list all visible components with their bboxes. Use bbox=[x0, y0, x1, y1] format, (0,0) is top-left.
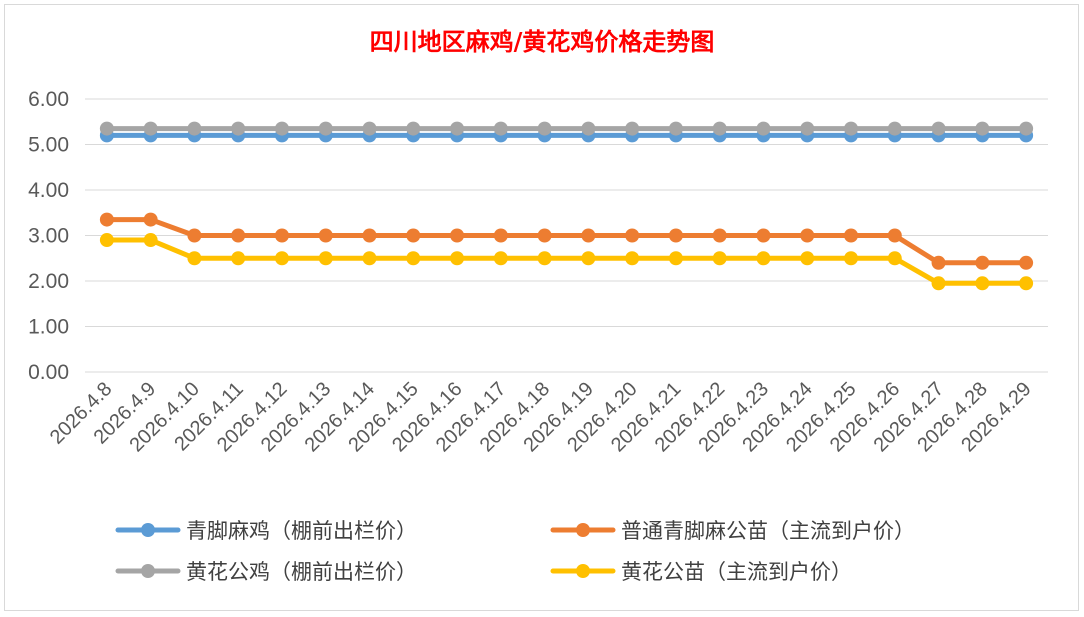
data-point bbox=[362, 121, 377, 136]
legend-swatch-marker bbox=[576, 523, 590, 537]
data-point bbox=[274, 228, 289, 243]
data-point bbox=[493, 228, 508, 243]
series-line bbox=[104, 237, 1029, 286]
data-point bbox=[844, 121, 859, 136]
legend-swatch-marker bbox=[141, 564, 155, 578]
data-point bbox=[887, 251, 902, 266]
series-2 bbox=[99, 121, 1034, 136]
legend-entry: 青脚麻鸡（棚前出栏价） bbox=[115, 519, 417, 543]
data-point bbox=[1019, 121, 1034, 136]
data-point bbox=[581, 251, 596, 266]
data-point bbox=[143, 212, 158, 227]
data-point bbox=[800, 251, 815, 266]
data-point bbox=[975, 255, 990, 270]
data-point bbox=[99, 212, 114, 227]
x-axis-ticks: 2026.4.82026.4.92026.4.102026.4.112026.4… bbox=[46, 378, 1036, 456]
data-point bbox=[537, 121, 552, 136]
data-point bbox=[99, 121, 114, 136]
data-point bbox=[231, 228, 246, 243]
data-point bbox=[975, 121, 990, 136]
data-point bbox=[844, 228, 859, 243]
data-point bbox=[450, 121, 465, 136]
data-point bbox=[406, 121, 421, 136]
series-lines bbox=[99, 121, 1034, 291]
legend-swatch-marker bbox=[576, 564, 590, 578]
data-point bbox=[231, 251, 246, 266]
data-point bbox=[756, 121, 771, 136]
data-point bbox=[143, 233, 158, 248]
data-point bbox=[712, 121, 727, 136]
data-point bbox=[537, 251, 552, 266]
legend-label: 普通青脚麻公苗（主流到户价） bbox=[621, 519, 915, 543]
series-1 bbox=[99, 212, 1034, 270]
data-point bbox=[318, 251, 333, 266]
y-tick-label: 5.00 bbox=[28, 134, 69, 157]
data-point bbox=[931, 276, 946, 291]
data-point bbox=[625, 121, 640, 136]
data-point bbox=[1019, 255, 1034, 270]
series-line bbox=[104, 217, 1029, 266]
data-point bbox=[1019, 276, 1034, 291]
legend-entry: 黄花公苗（主流到户价） bbox=[550, 560, 852, 584]
data-point bbox=[99, 233, 114, 248]
data-point bbox=[493, 251, 508, 266]
data-point bbox=[668, 121, 683, 136]
chart-title: 四川地区麻鸡/黄花鸡价格走势图 bbox=[370, 27, 715, 56]
data-point bbox=[187, 228, 202, 243]
data-point bbox=[231, 121, 246, 136]
data-point bbox=[800, 228, 815, 243]
legend-label: 黄花公鸡（棚前出栏价） bbox=[186, 560, 417, 584]
y-tick-label: 1.00 bbox=[28, 316, 69, 339]
data-point bbox=[581, 121, 596, 136]
legend-label: 黄花公苗（主流到户价） bbox=[621, 560, 852, 584]
data-point bbox=[406, 251, 421, 266]
data-point bbox=[931, 121, 946, 136]
data-point bbox=[581, 228, 596, 243]
data-point bbox=[756, 228, 771, 243]
y-axis-ticks: 0.00 1.00 2.00 3.00 4.00 5.00 6.00 bbox=[28, 88, 69, 384]
legend-label: 青脚麻鸡（棚前出栏价） bbox=[186, 519, 417, 543]
data-point bbox=[537, 228, 552, 243]
data-point bbox=[318, 121, 333, 136]
data-point bbox=[362, 228, 377, 243]
gridlines bbox=[85, 98, 1048, 373]
data-point bbox=[887, 228, 902, 243]
data-point bbox=[931, 255, 946, 270]
legend-swatch-marker bbox=[141, 523, 155, 537]
data-point bbox=[493, 121, 508, 136]
data-point bbox=[274, 251, 289, 266]
data-point bbox=[668, 228, 683, 243]
data-point bbox=[274, 121, 289, 136]
data-point bbox=[406, 228, 421, 243]
data-point bbox=[450, 228, 465, 243]
data-point bbox=[800, 121, 815, 136]
data-point bbox=[712, 228, 727, 243]
legend: 青脚麻鸡（棚前出栏价） 普通青脚麻公苗（主流到户价） 黄花公鸡（棚前出栏价） 黄花公苗… bbox=[115, 519, 915, 584]
y-tick-label: 4.00 bbox=[28, 179, 69, 202]
data-point bbox=[187, 121, 202, 136]
data-point bbox=[625, 228, 640, 243]
y-tick-label: 2.00 bbox=[28, 270, 69, 293]
data-point bbox=[187, 251, 202, 266]
y-tick-label: 3.00 bbox=[28, 225, 69, 248]
chart-frame bbox=[4, 4, 1079, 611]
legend-entry: 黄花公鸡（棚前出栏价） bbox=[115, 560, 417, 584]
data-point bbox=[712, 251, 727, 266]
data-point bbox=[318, 228, 333, 243]
y-tick-label: 6.00 bbox=[28, 88, 69, 111]
data-point bbox=[756, 251, 771, 266]
data-point bbox=[975, 276, 990, 291]
series-3 bbox=[99, 233, 1034, 291]
data-point bbox=[450, 251, 465, 266]
data-point bbox=[143, 121, 158, 136]
data-point bbox=[625, 251, 640, 266]
data-point bbox=[844, 251, 859, 266]
legend-entry: 普通青脚麻公苗（主流到户价） bbox=[550, 519, 915, 543]
data-point bbox=[668, 251, 683, 266]
data-point bbox=[362, 251, 377, 266]
y-tick-label: 0.00 bbox=[28, 361, 69, 384]
data-point bbox=[887, 121, 902, 136]
